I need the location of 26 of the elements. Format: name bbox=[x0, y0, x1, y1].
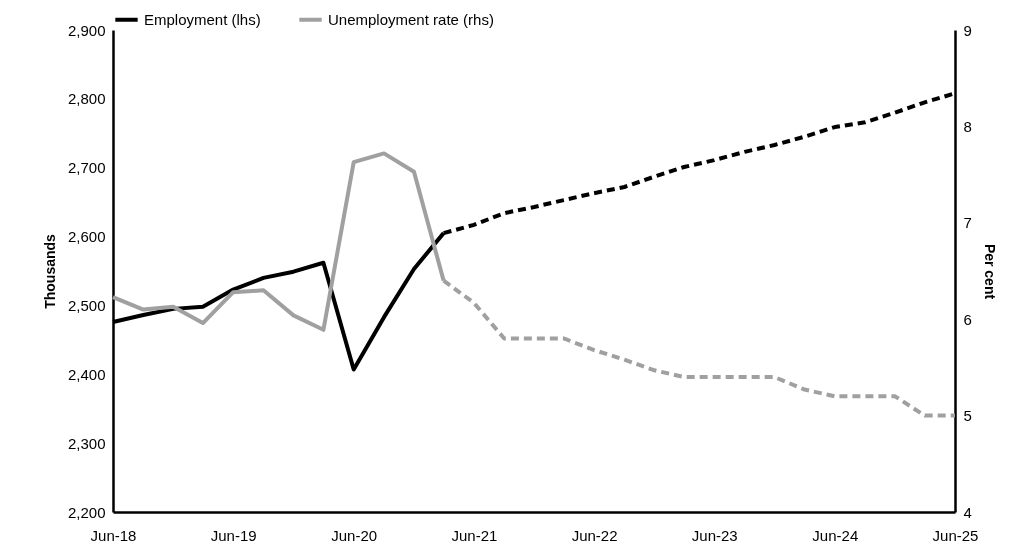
legend-label: Employment (lhs) bbox=[144, 10, 261, 28]
y-tick-label: 2,400 bbox=[67, 365, 106, 383]
y-tick-label: 2,600 bbox=[67, 228, 106, 246]
y2-tick-label: 4 bbox=[963, 503, 972, 521]
y-tick-label: 2,700 bbox=[67, 159, 106, 177]
y-tick-label: 2,200 bbox=[67, 503, 106, 521]
y-tick-label: 2,800 bbox=[67, 90, 106, 108]
x-tick-label: Jun-23 bbox=[691, 526, 738, 544]
y-tick-label: 2,900 bbox=[67, 21, 106, 39]
y2-tick-label: 9 bbox=[963, 21, 972, 39]
x-tick-label: Jun-22 bbox=[571, 526, 618, 544]
x-tick-label: Jun-20 bbox=[331, 526, 378, 544]
y2-tick-label: 7 bbox=[963, 214, 972, 232]
x-tick-label: Jun-21 bbox=[451, 526, 498, 544]
legend-label: Unemployment rate (rhs) bbox=[328, 10, 494, 28]
y-tick-label: 2,300 bbox=[67, 434, 106, 452]
y2-axis-title: Per cent bbox=[981, 243, 998, 300]
y-tick-label: 2,500 bbox=[67, 296, 106, 314]
y-axis-title: Thousands bbox=[41, 233, 58, 309]
x-tick-label: Jun-25 bbox=[932, 526, 979, 544]
y2-tick-label: 6 bbox=[963, 310, 972, 328]
y2-tick-label: 8 bbox=[963, 117, 972, 135]
x-tick-label: Jun-19 bbox=[210, 526, 257, 544]
x-tick-label: Jun-24 bbox=[812, 526, 859, 544]
x-tick-label: Jun-18 bbox=[90, 526, 137, 544]
y2-tick-label: 5 bbox=[963, 407, 972, 425]
